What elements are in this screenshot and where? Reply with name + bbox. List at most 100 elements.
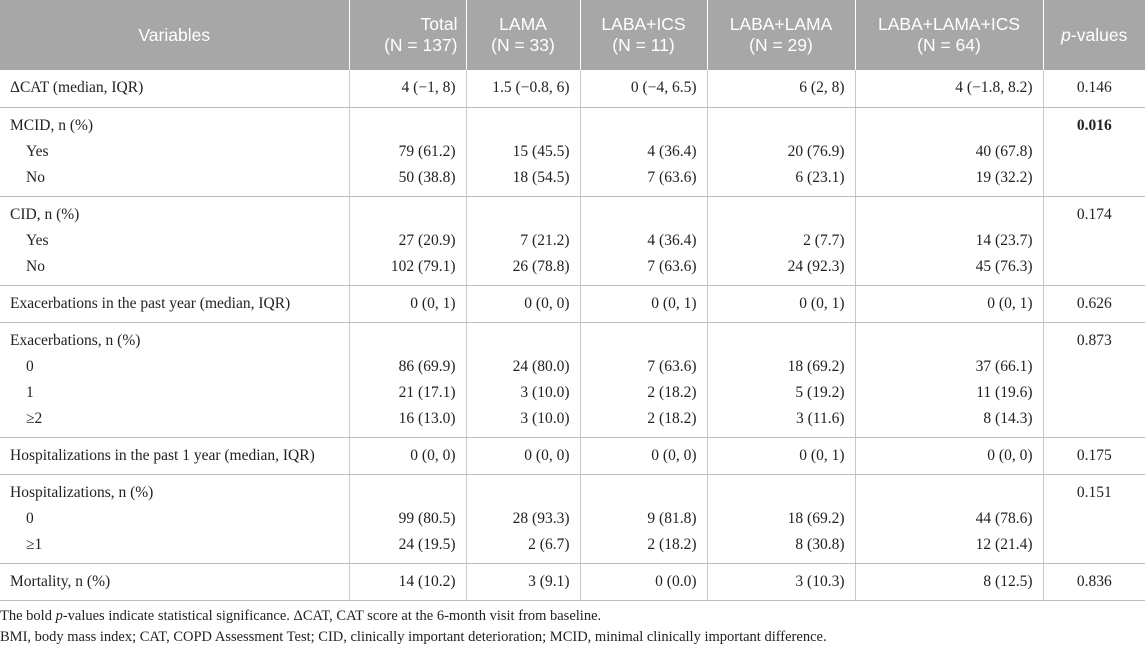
value: 19 (32.2) [975,168,1033,186]
p-value-cell: 0.626 [1043,285,1145,323]
value-cell: 0 (0, 1) [855,285,1044,323]
value-cell: 20 (76.9) 6 (23.1) [707,107,856,197]
spacer [360,328,456,354]
sub-label: ≥2 [26,409,43,427]
value: 37 (66.1) [975,357,1033,375]
value: 16 (13.0) [398,409,456,427]
value: 0 (0, 0) [524,294,570,312]
value-cell: 0 (0, 1) [707,285,856,323]
value-cell: 79 (61.2) 50 (38.8) [349,107,467,197]
value-cell: 14 (23.7) 45 (76.3) [855,196,1044,286]
value-cell: 4 (36.4) 7 (63.6) [580,196,708,286]
spacer [591,480,697,506]
value-cell: 14 (10.2) [349,563,467,601]
p-value: 0.836 [1076,572,1112,590]
value-cell: 44 (78.6) 12 (21.4) [855,474,1044,564]
sub-label: Yes [26,142,49,160]
value-cell: 1.5 (−0.8, 6) [466,70,581,108]
p-value: 0.626 [1076,294,1112,312]
header-p-values: p-values [1043,0,1145,70]
value-cell: 3 (10.3) [707,563,856,601]
value: 0 (0, 1) [651,294,697,312]
value: 26 (78.8) [512,257,570,275]
table-row: Hospitalizations, n (%) 0 ≥1 99 (80.5) 24 (1… [0,474,1145,564]
value: 7 (21.2) [520,231,570,249]
value: 3 (11.6) [796,409,845,427]
sub-label: 0 [26,509,34,527]
value: 12 (21.4) [975,535,1033,553]
value: 15 (45.5) [512,142,570,160]
spacer [591,202,697,228]
value: 3 (10.3) [795,572,845,590]
row-label: Exacerbations in the past year (median, … [0,285,350,323]
results-table: Variables Total (N = 137) LAMA (N = 33) LA… [0,0,1145,601]
header-total: Total (N = 137) [349,0,467,70]
row-label: CID, n (%) Yes No [0,196,350,286]
value-cell: 0 (0, 0) [349,437,467,475]
value: 4 (36.4) [647,231,697,249]
value-cell: 8 (12.5) [855,563,1044,601]
value: 3 (9.1) [528,572,570,590]
value: 45 (76.3) [975,257,1033,275]
value: 2 (6.7) [528,535,570,553]
p-value-cell: 0.836 [1043,563,1145,601]
value-cell: 86 (69.9) 21 (17.1) 16 (13.0) [349,322,467,438]
value: 0 (0, 0) [410,446,456,464]
value-cell: 40 (67.8) 19 (32.2) [855,107,1044,197]
value-cell: 7 (21.2) 26 (78.8) [466,196,581,286]
spacer [718,480,845,506]
row-label: Hospitalizations, n (%) 0 ≥1 [0,474,350,564]
value: 24 (80.0) [512,357,570,375]
value-cell: 0 (0, 1) [707,437,856,475]
spacer [718,328,845,354]
value-cell: 0 (0, 0) [855,437,1044,475]
spacer [477,202,570,228]
value: 0 (0, 0) [987,446,1033,464]
value-cell: 0 (0, 0) [580,437,708,475]
value: 2 (18.2) [647,383,697,401]
value: 18 (69.2) [787,357,845,375]
spacer [866,328,1033,354]
value-cell: 6 (2, 8) [707,70,856,108]
header-variables: Variables [0,0,350,70]
table-row: Exacerbations, n (%) 0 1 ≥2 86 (69.9) 21 (17.… [0,322,1145,438]
value-cell: 18 (69.2) 5 (19.2) 3 (11.6) [707,322,856,438]
sub-label: 1 [26,383,34,401]
value-cell: 2 (7.7) 24 (92.3) [707,196,856,286]
value-cell: 3 (9.1) [466,563,581,601]
value: 24 (19.5) [398,535,456,553]
p-value-cell: 0.151 [1043,474,1145,564]
value: 7 (63.6) [647,357,697,375]
value-cell: 15 (45.5) 18 (54.5) [466,107,581,197]
value: 40 (67.8) [975,142,1033,160]
value: 28 (93.3) [512,509,570,527]
value: 0 (0, 0) [524,446,570,464]
value-cell: 0 (0.0) [580,563,708,601]
footnote-1: The bold p-values indicate statistical s… [0,607,602,624]
value: 24 (92.3) [787,257,845,275]
p-value: 0.174 [1076,205,1112,223]
row-label: Mortality, n (%) [0,563,350,601]
value: 7 (63.6) [647,257,697,275]
spacer [477,113,570,139]
spacer [477,328,570,354]
value-cell: 28 (93.3) 2 (6.7) [466,474,581,564]
table-row: ΔCAT (median, IQR) 4 (−1, 8) 1.5 (−0.8, 6)… [0,70,1145,108]
value-cell: 4 (−1.8, 8.2) [855,70,1044,108]
value: 8 (12.5) [983,572,1033,590]
header-laba-lama: LABA+LAMA (N = 29) [707,0,856,70]
value: 4 (36.4) [647,142,697,160]
variable-label: Mortality, n (%) [10,572,111,590]
header-laba-ics: LABA+ICS (N = 11) [580,0,708,70]
value-cell: 4 (−1, 8) [349,70,467,108]
value-cell: 0 (0, 1) [349,285,467,323]
value-cell: 4 (36.4) 7 (63.6) [580,107,708,197]
value-cell: 18 (69.2) 8 (30.8) [707,474,856,564]
value: 0 (−4, 6.5) [630,79,697,96]
value: 8 (14.3) [983,409,1033,427]
variable-label: Exacerbations in the past year (median, … [10,294,291,312]
value-cell: 27 (20.9) 102 (79.1) [349,196,467,286]
row-label: MCID, n (%) Yes No [0,107,350,197]
value: 2 (7.7) [803,231,845,249]
value-cell: 7 (63.6) 2 (18.2) 2 (18.2) [580,322,708,438]
